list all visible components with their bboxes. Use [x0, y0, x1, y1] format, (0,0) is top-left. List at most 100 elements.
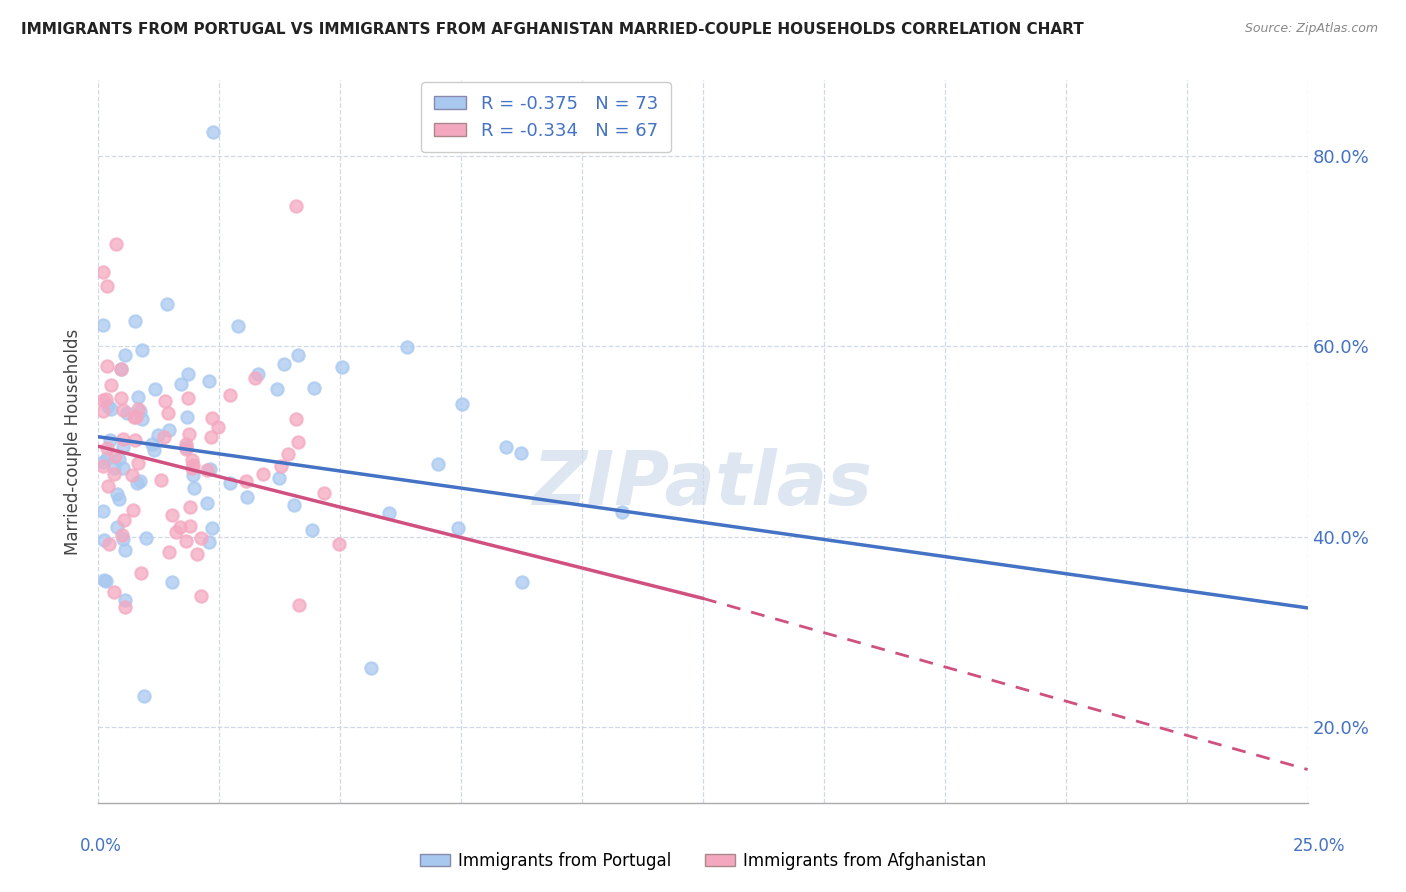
Point	[312, 486, 335, 500]
Point	[177, 391, 200, 405]
Point	[287, 348, 309, 362]
Point	[114, 542, 136, 557]
Point	[198, 462, 221, 476]
Point	[111, 527, 134, 541]
Point	[285, 412, 308, 426]
Point	[201, 125, 224, 139]
Point	[451, 397, 474, 411]
Point	[509, 446, 531, 460]
Point	[94, 574, 117, 589]
Point	[179, 500, 201, 514]
Point	[301, 523, 323, 537]
Point	[135, 531, 157, 545]
Point	[110, 362, 132, 376]
Text: 0.0%: 0.0%	[80, 837, 122, 855]
Point	[377, 506, 399, 520]
Point	[179, 519, 201, 533]
Point	[97, 537, 120, 551]
Point	[285, 199, 308, 213]
Point	[197, 535, 219, 549]
Point	[111, 532, 134, 546]
Point	[127, 401, 149, 416]
Point	[176, 409, 198, 424]
Point	[93, 573, 115, 587]
Point	[132, 689, 155, 703]
Point	[277, 447, 299, 461]
Point	[105, 237, 128, 252]
Point	[110, 391, 132, 405]
Point	[218, 476, 240, 491]
Point	[96, 451, 118, 466]
Point	[180, 460, 202, 475]
Point	[143, 383, 166, 397]
Point	[190, 590, 212, 604]
Point	[160, 508, 183, 523]
Point	[235, 475, 257, 489]
Text: 25.0%: 25.0%	[1292, 837, 1346, 855]
Point	[153, 430, 176, 444]
Text: Source: ZipAtlas.com: Source: ZipAtlas.com	[1244, 22, 1378, 36]
Point	[174, 533, 197, 548]
Point	[91, 455, 114, 469]
Point	[155, 394, 177, 409]
Point	[100, 377, 122, 392]
Point	[94, 392, 117, 406]
Point	[207, 419, 229, 434]
Point	[104, 450, 127, 464]
Point	[131, 411, 153, 425]
Point	[183, 481, 205, 495]
Point	[267, 471, 290, 485]
Point	[129, 474, 152, 488]
Point	[129, 566, 152, 580]
Point	[96, 441, 118, 455]
Point	[112, 513, 135, 527]
Point	[105, 487, 128, 501]
Point	[198, 374, 221, 388]
Point	[114, 592, 136, 607]
Point	[273, 357, 295, 371]
Point	[328, 537, 350, 551]
Point	[174, 442, 197, 456]
Legend: R = -0.375   N = 73, R = -0.334   N = 67: R = -0.375 N = 73, R = -0.334 N = 67	[420, 82, 671, 153]
Point	[201, 410, 224, 425]
Point	[156, 406, 179, 420]
Point	[252, 467, 274, 481]
Text: IMMIGRANTS FROM PORTUGAL VS IMMIGRANTS FROM AFGHANISTAN MARRIED-COUPLE HOUSEHOLD: IMMIGRANTS FROM PORTUGAL VS IMMIGRANTS F…	[21, 22, 1084, 37]
Point	[129, 403, 152, 417]
Point	[91, 264, 114, 278]
Point	[612, 505, 634, 519]
Point	[111, 441, 134, 455]
Point	[114, 348, 136, 362]
Point	[131, 343, 153, 358]
Point	[111, 403, 134, 417]
Point	[226, 319, 249, 334]
Point	[165, 525, 187, 540]
Point	[287, 434, 309, 449]
Point	[288, 598, 311, 612]
Point	[246, 368, 269, 382]
Point	[195, 463, 218, 477]
Point	[177, 367, 200, 381]
Point	[174, 436, 197, 450]
Point	[266, 382, 288, 396]
Point	[270, 458, 292, 473]
Point	[190, 531, 212, 545]
Point	[195, 496, 218, 510]
Point	[181, 458, 204, 473]
Point	[149, 473, 172, 487]
Point	[141, 437, 163, 451]
Point	[103, 461, 125, 475]
Y-axis label: Married-couple Households: Married-couple Households	[65, 328, 83, 555]
Point	[96, 278, 118, 293]
Point	[170, 377, 193, 392]
Point	[98, 433, 121, 447]
Point	[156, 297, 179, 311]
Point	[108, 452, 131, 467]
Point	[91, 458, 114, 473]
Point	[125, 410, 148, 425]
Point	[181, 452, 204, 467]
Point	[395, 340, 418, 354]
Point	[91, 504, 114, 518]
Point	[112, 460, 135, 475]
Point	[169, 520, 191, 534]
